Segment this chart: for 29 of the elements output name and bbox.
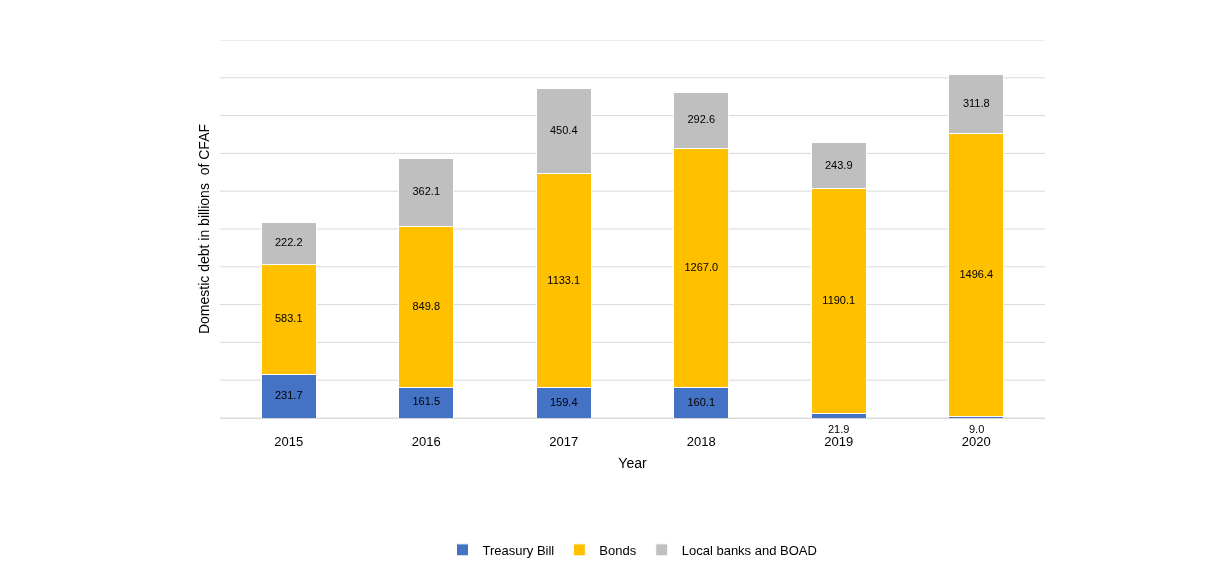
data-label: 362.1: [412, 185, 441, 198]
data-label: 159.4: [549, 395, 578, 408]
data-label: 292.6: [687, 113, 716, 126]
data-label: 1267.0: [684, 260, 719, 273]
data-label: 160.1: [687, 395, 716, 408]
x-tick-label: 2016: [411, 433, 441, 449]
data-label: 311.8: [962, 96, 990, 109]
legend-label: Bonds: [599, 542, 637, 558]
data-label: 243.9: [824, 158, 853, 171]
data-label: 222.2: [274, 235, 303, 248]
legend-label: Treasury Bill: [482, 542, 555, 558]
x-tick-label: 2015: [274, 433, 304, 449]
y-axis-title: Domestic debt in billions of CFAF: [195, 123, 212, 335]
x-tick-label: 2020: [961, 433, 991, 449]
data-label: 849.8: [412, 299, 441, 312]
x-axis-title: Year: [618, 454, 647, 471]
data-label: 161.5: [412, 395, 441, 408]
data-label: 1190.1: [822, 294, 856, 307]
data-label: 583.1: [274, 311, 303, 324]
x-tick-label: 2018: [686, 433, 716, 449]
data-label: 450.4: [549, 123, 578, 136]
data-label: 21.9: [828, 423, 850, 435]
data-label: 231.7: [274, 388, 303, 401]
legend-label: Local banks and BOAD: [681, 542, 817, 558]
x-tick-label: 2017: [549, 433, 579, 449]
data-label: 1133.1: [547, 273, 581, 286]
data-label: 9.0: [969, 423, 985, 435]
data-label: 1496.4: [959, 267, 994, 280]
x-tick-label: 2019: [824, 433, 854, 449]
